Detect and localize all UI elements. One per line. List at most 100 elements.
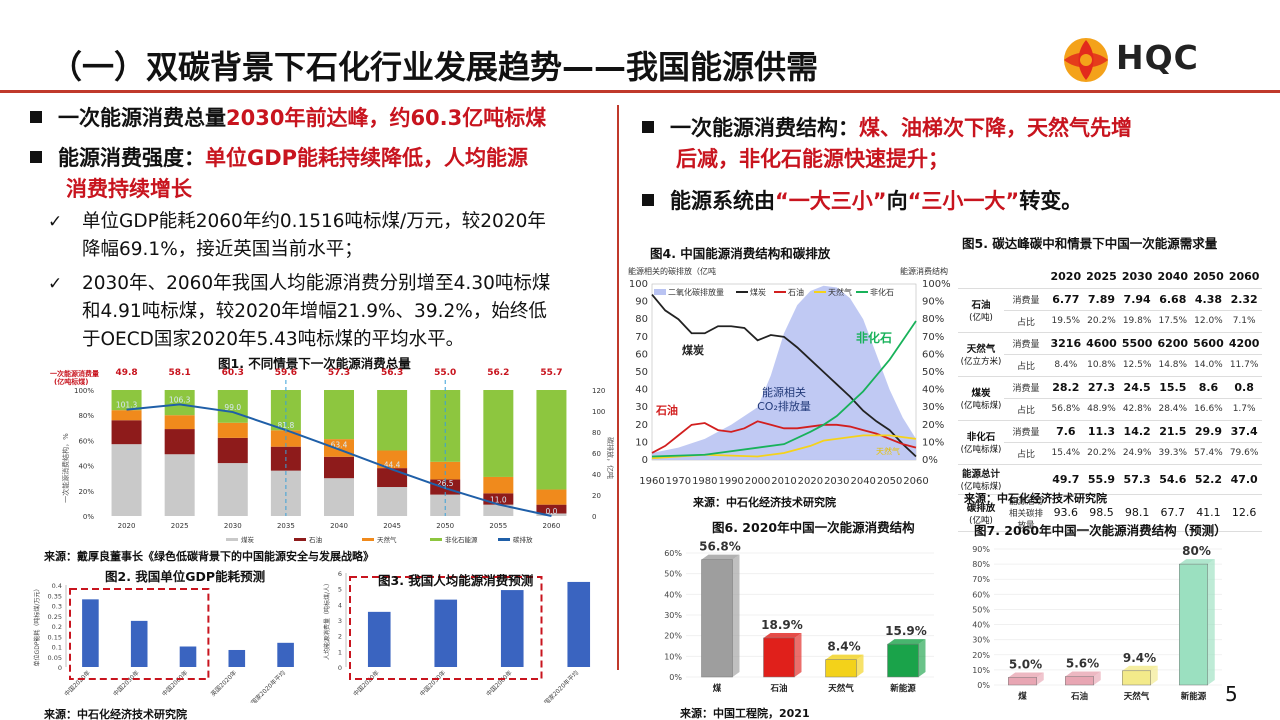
fig4-ytick: 90 <box>635 297 648 308</box>
table-row: 占比 56.8% 48.9% 42.8% 28.4% 16.6% 1.7% <box>958 398 1262 421</box>
table-cell: 29.9 <box>1190 420 1227 443</box>
table-cell: 48.9% <box>1083 398 1120 421</box>
fig4-ytick: 10 <box>635 437 648 448</box>
fig6-ytick: 50% <box>664 570 682 579</box>
fig4-ytick: 50 <box>635 367 648 378</box>
fig5-caption: 图5. 碳达峰碳中和情景下中国一次能源需求量 <box>962 236 1218 251</box>
fig4-xtick: 2000 <box>745 476 770 487</box>
fig1-ylabel-top2: (亿吨标煤) <box>54 377 88 386</box>
fig4-xtick: 2040 <box>850 476 875 487</box>
fig6-bar <box>887 643 919 678</box>
fig2-ytick: 0.15 <box>48 633 62 641</box>
fig6-chart: 0% 10% 20% 30% 40% 50% 60% 56.8% 煤 18.9% 石油 8.4% 天然气… <box>664 540 934 693</box>
fig1-legend-swatch <box>362 538 374 541</box>
table-metric: 占比 <box>1003 354 1048 377</box>
fig1-bar-非化石能源 <box>217 390 248 423</box>
fig1-source: 来源：戴厚良董事长《绿色低碳背景下的中国能源安全与发展战略》 <box>44 550 374 563</box>
fig1-total-label: 58.1 <box>169 368 191 378</box>
fig4-caption: 图4. 中国能源消费结构和碳排放 <box>650 246 831 261</box>
bullet-text: 能源消费强度： <box>58 146 205 170</box>
hqc-flame-logo-icon <box>1064 38 1108 82</box>
fig2-ytick: 0.05 <box>48 654 62 662</box>
fig6-bar <box>825 659 857 678</box>
fig5-table-wrap: 2020 2025 2030 2040 2050 2060 石油 (亿吨) 消费量 6.77 7.8… <box>958 266 1262 532</box>
table-cell: 24.9% <box>1119 442 1155 465</box>
fig1-caption: 图1. 不同情景下一次能源消费总量 <box>218 356 411 371</box>
fig1-bar-煤炭 <box>430 494 461 516</box>
table-cell: 8.6 <box>1190 376 1227 399</box>
fig7-xtick: 新能源 <box>1181 691 1207 702</box>
table-cell: 11.3 <box>1083 420 1120 443</box>
table-total-row: 能源总计 (亿吨标煤) 49.7 55.9 57.3 54.6 52.2 47.0 <box>958 464 1262 495</box>
fig3-xtick: 中国2060年 <box>484 669 513 698</box>
fig4-xtick: 1990 <box>718 476 743 487</box>
fig7-value-label: 5.6% <box>1066 657 1099 671</box>
table-metric: 消费量 <box>1003 420 1048 443</box>
fig1-total-label: 55.7 <box>540 368 562 378</box>
fig1-legend-swatch <box>294 538 306 541</box>
fig4-y2tick: 20% <box>922 420 944 431</box>
table-row: 占比 19.5% 20.2% 19.8% 17.5% 12.0% 7.1% <box>958 310 1262 333</box>
fig7-bar <box>1122 670 1151 686</box>
check-icon: ✓ <box>48 212 63 232</box>
fig7-xtick: 石油 <box>1070 691 1088 702</box>
fig1-y2tick: 120 <box>592 387 605 395</box>
table-header-row: 2020 2025 2030 2040 2050 2060 <box>958 266 1262 289</box>
fig7-ytick: 50% <box>972 605 990 614</box>
fig2-ytick: 0.35 <box>48 592 62 600</box>
table-cell: 98.5 <box>1083 494 1120 532</box>
table-metric: 消费量 <box>1003 288 1048 311</box>
fig1-xtick: 2055 <box>489 522 507 530</box>
fig1-emission-label: 26.5 <box>437 479 454 488</box>
fig1-bar-煤炭 <box>111 444 142 516</box>
fig4-lbl-nonfossil: 非化石 <box>856 330 892 345</box>
fig1-emission-label: 106.3 <box>169 395 191 404</box>
fig6-bar-top <box>887 639 926 645</box>
fig1-bar-石油 <box>536 504 567 514</box>
fig2-ytick: 0.25 <box>48 613 62 621</box>
fig1-legend-swatch <box>498 538 510 541</box>
table-cell: 11.7% <box>1226 354 1262 377</box>
table-cell: 15.5 <box>1154 376 1191 399</box>
fig1-total-label: 55.0 <box>434 368 456 378</box>
left-sub-2: ✓ 2030年、2060年我国人均能源消费分别增至4.30吨标煤 和4.91吨标… <box>48 270 618 354</box>
fig1-bar-天然气 <box>164 415 195 430</box>
table-cell: 4600 <box>1083 332 1120 355</box>
fig1-bar-石油 <box>217 437 248 464</box>
fig2-bar <box>179 646 197 667</box>
fig1-total-label: 57.3 <box>328 368 350 378</box>
fig7-bar <box>1179 563 1208 686</box>
table-cell: 6200 <box>1154 332 1191 355</box>
fig3-bar <box>367 611 391 667</box>
fig7-caption: 图7. 2060年中国一次能源消费结构（预测） <box>974 523 1227 538</box>
fig4-ytick: 60 <box>635 349 648 360</box>
fig4-ytick: 30 <box>635 402 648 413</box>
fig4-legend-label: 天然气 <box>828 287 852 297</box>
fig4-ytick: 100 <box>629 279 648 290</box>
fig1-bar-煤炭 <box>324 478 354 516</box>
fig1-xtick: 2025 <box>171 522 189 530</box>
fig1-legend-swatch <box>430 538 442 541</box>
fig3-xtick: 中国2030年 <box>418 669 447 698</box>
table-cell: 4200 <box>1226 332 1262 355</box>
fig4-lbl-co2a: 能源相关 <box>762 385 806 399</box>
table-cell: 6.77 <box>1047 288 1084 311</box>
table-cell: 14.8% <box>1154 354 1191 377</box>
table-row: 石油 (亿吨) 消费量 6.77 7.89 7.94 6.68 4.38 2.32 <box>958 288 1262 333</box>
fig7-chart: 0% 10% 20% 30% 40% 50% 60% 70% 80% 90% 5.0% 煤 5.6% 石油… <box>972 544 1222 702</box>
fig2-xtick: 中国2060年 <box>160 669 189 698</box>
table-metric: 占比 <box>1003 310 1048 333</box>
fig4-y2tick: 80% <box>922 314 944 325</box>
fig1-bar-煤炭 <box>217 463 248 516</box>
fig1-ylabel-top: 一次能源消费量 <box>50 369 99 378</box>
table-cell: 24.5 <box>1119 376 1155 399</box>
fig6-value-label: 18.9% <box>761 618 803 632</box>
fig3-xtick: 中国2020年 <box>351 669 380 698</box>
fig4-xtick: 1980 <box>692 476 717 487</box>
table-cell: 54.6 <box>1154 464 1191 495</box>
table-cell: 16.6% <box>1190 398 1227 421</box>
fig1-bar-非化石能源 <box>164 390 195 416</box>
fig3-caption: 图3. 我国人均能源消费预测 <box>378 573 534 588</box>
fig3-xtick: OECD国家2020年平均 <box>530 669 580 703</box>
